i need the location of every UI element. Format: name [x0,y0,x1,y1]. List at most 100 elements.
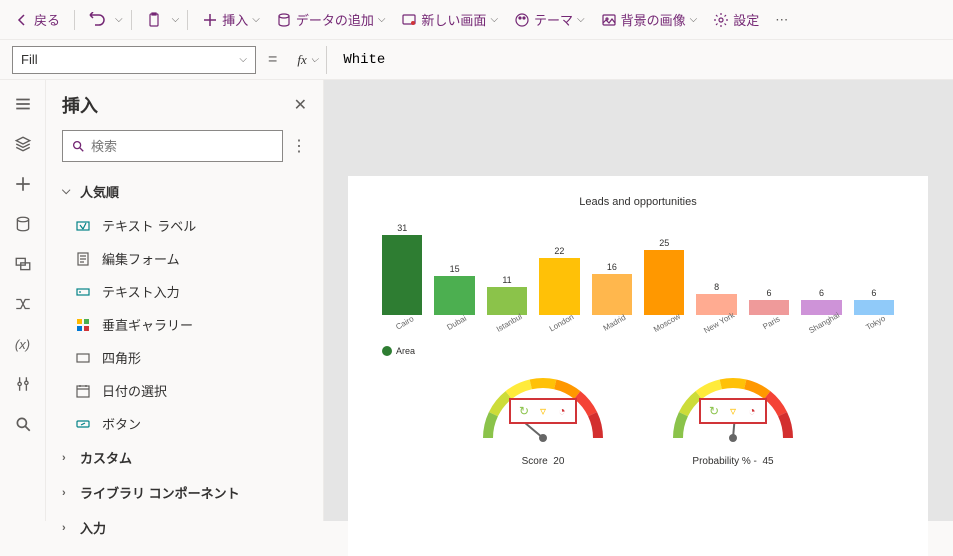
category-library[interactable]: › ライブラリ コンポーネント [46,475,323,510]
paste-button[interactable] [140,8,168,32]
bar-value: 6 [819,288,824,298]
refresh-icon[interactable]: ↻ [707,404,721,418]
database-icon [14,215,32,233]
fx-icon: fx [297,52,306,68]
clipboard-icon [146,12,162,28]
add-data-label: データの追加 [296,10,374,29]
search-box[interactable] [62,130,283,162]
item-label: 垂直ギャラリー [102,315,193,334]
gauge-label: Score 20 [468,456,618,467]
bar-value: 16 [607,262,617,272]
chevron-down-icon: ⌵ [378,14,386,25]
item-rectangle[interactable]: 四角形 [46,341,323,374]
layers-button[interactable] [7,128,39,160]
property-select[interactable]: Fill ⌵ [12,46,256,74]
media-rail-button[interactable] [7,248,39,280]
item-label: 四角形 [102,348,141,367]
item-label: 日付の選択 [102,381,167,400]
item-date-picker[interactable]: 日付の選択 [46,374,323,407]
undo-button[interactable] [83,8,111,32]
bar-value: 31 [397,223,407,233]
undo-icon [89,12,105,28]
search-input[interactable] [91,139,274,154]
bar [382,235,422,315]
chevron-right-icon: › [62,522,74,534]
canvas-screen[interactable]: Leads and opportunities 31 Cairo15 Dubai… [348,176,928,556]
paste-chevron[interactable]: ⌵ [172,14,180,25]
category-popular[interactable]: ⌵ 人気順 [46,174,323,209]
data-rail-button[interactable] [7,208,39,240]
item-label: テキスト入力 [102,282,180,301]
bar-label: London [548,312,576,333]
bar-label: Cairo [394,314,415,331]
back-button[interactable]: 戻る [8,6,66,33]
search-rail-button[interactable] [7,408,39,440]
tools-rail-button[interactable] [7,368,39,400]
category-custom[interactable]: › カスタム [46,440,323,475]
legend-label: Area [396,346,415,356]
canvas-area[interactable]: Leads and opportunities 31 Cairo15 Dubai… [324,80,953,521]
gauge-controls[interactable]: ↻ ▿ ◔ [509,398,577,424]
separator [187,10,188,30]
image-icon [601,12,617,28]
gallery-icon [75,317,91,333]
bar-label: Dubai [446,314,469,332]
item-text-label[interactable]: テキスト ラベル [46,209,323,242]
refresh-icon[interactable]: ↻ [517,404,531,418]
chart-type-icon[interactable]: ◔ [555,404,569,418]
text-label-icon [75,218,91,234]
rectangle-icon [75,350,91,366]
fx-button[interactable]: fx ⌵ [289,46,327,74]
flow-rail-button[interactable] [7,288,39,320]
variables-rail-button[interactable]: (x) [7,328,39,360]
bar-value: 22 [554,246,564,256]
item-button[interactable]: ボタン [46,407,323,440]
main-area: (x) 挿入 ✕ ⋮ ⌵ 人気順 テキスト ラベル 編集フォーム [0,80,953,521]
insert-button[interactable]: 挿入 ⌵ [196,6,266,33]
new-screen-label: 新しい画面 [421,10,486,29]
settings-button[interactable]: 設定 [707,6,765,33]
tree-view-button[interactable] [7,88,39,120]
plus-icon [14,175,32,193]
separator [74,10,75,30]
separator [131,10,132,30]
bar-value: 6 [767,288,772,298]
bar-item: 6 Tokyo [854,288,894,328]
insert-rail-button[interactable] [7,168,39,200]
search-icon [14,415,32,433]
insert-panel: 挿入 ✕ ⋮ ⌵ 人気順 テキスト ラベル 編集フォーム テキスト入力 [46,80,324,521]
panel-title: 挿入 [62,92,98,118]
bar [434,276,474,315]
arrow-left-icon [14,12,30,28]
bar-chart: 31 Cairo15 Dubai11 Istanbul22 London16 M… [372,218,904,328]
item-vertical-gallery[interactable]: 垂直ギャラリー [46,308,323,341]
edit-form-icon [75,251,91,267]
more-button[interactable]: ⋯ [769,8,794,32]
item-label: ボタン [102,414,141,433]
calendar-icon [75,383,91,399]
search-icon [71,139,85,153]
category-input[interactable]: › 入力 [46,510,323,545]
filter-icon[interactable]: ▿ [536,404,550,418]
gauges-row: ↻ ▿ ◔ Score 20 ↻ ▿ ◔ Probability % - 45 [372,368,904,467]
undo-chevron[interactable]: ⌵ [115,14,123,25]
chevron-right-icon: › [62,452,74,464]
bar [644,250,684,315]
bg-image-button[interactable]: 背景の画像 ⌵ [595,6,704,33]
add-data-button[interactable]: データの追加 ⌵ [270,6,392,33]
bar-value: 25 [659,238,669,248]
new-screen-button[interactable]: 新しい画面 ⌵ [395,6,504,33]
item-text-input[interactable]: テキスト入力 [46,275,323,308]
item-edit-form[interactable]: 編集フォーム [46,242,323,275]
gauge-controls[interactable]: ↻ ▿ ◔ [699,398,767,424]
filter-icon[interactable]: ▿ [726,404,740,418]
chart-type-icon[interactable]: ◔ [745,404,759,418]
bar-item: 31 Cairo [382,223,422,328]
theme-button[interactable]: テーマ ⌵ [508,6,591,33]
bar [854,300,894,315]
category-label: カスタム [80,448,132,467]
panel-more-button[interactable]: ⋮ [291,136,307,156]
close-panel-button[interactable]: ✕ [294,95,307,115]
formula-input[interactable] [335,46,941,74]
back-label: 戻る [34,10,60,29]
